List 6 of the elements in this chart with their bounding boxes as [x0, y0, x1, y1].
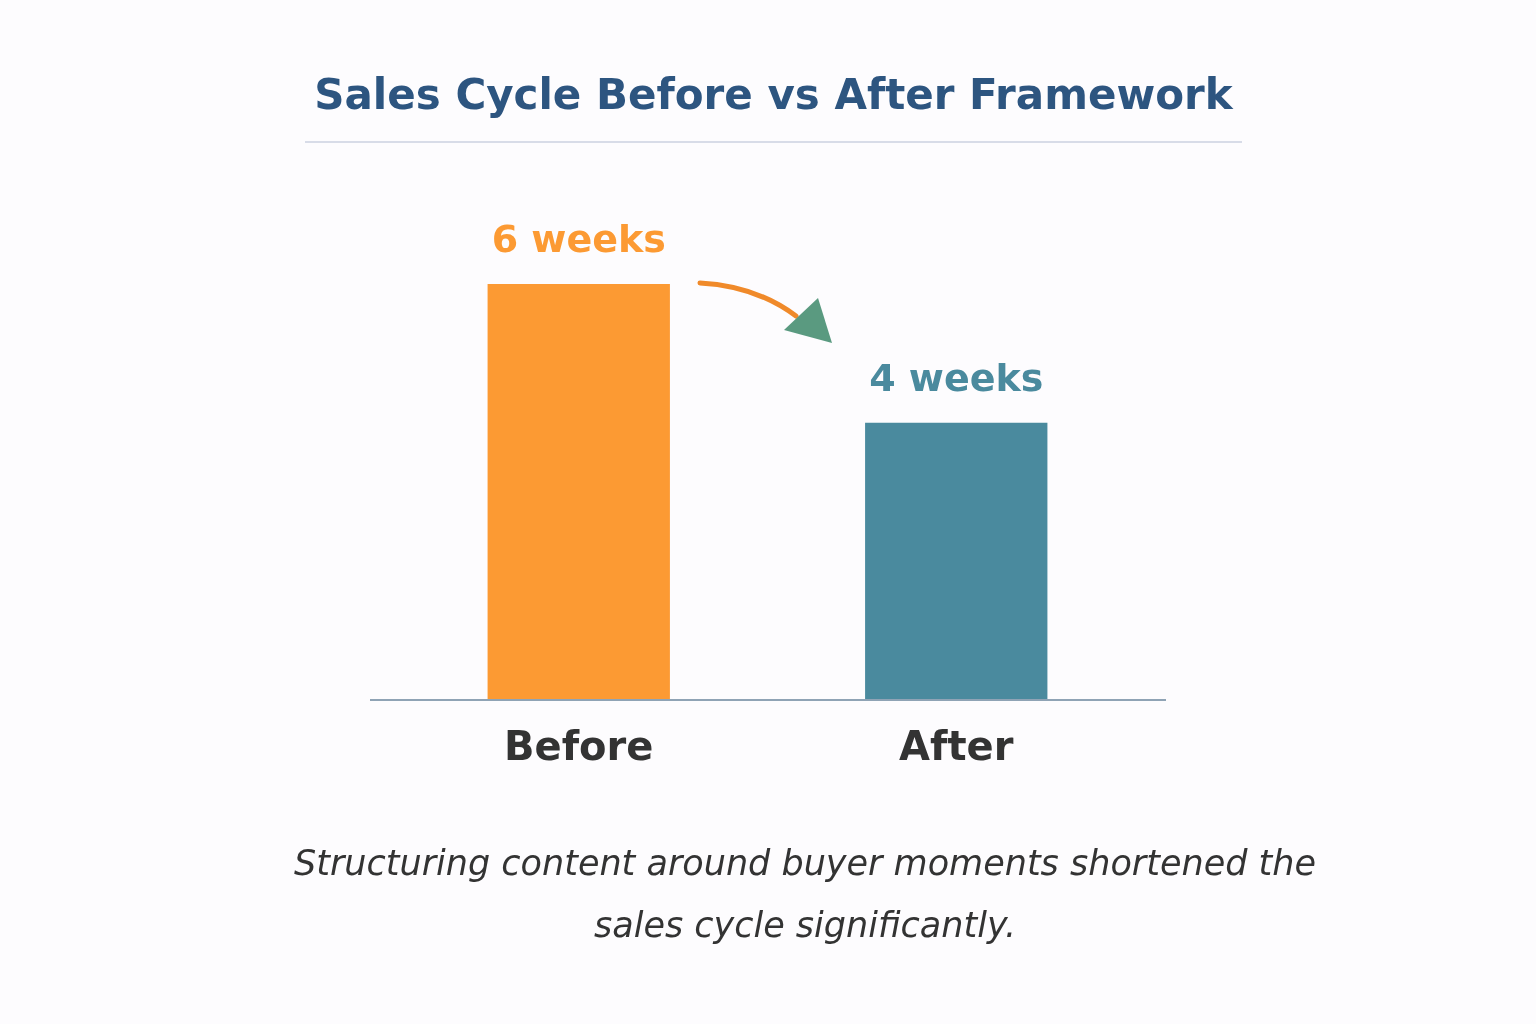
data-label: 6 weeks	[491, 216, 666, 261]
x-tick-label: Before	[504, 723, 654, 770]
chart-title: Sales Cycle Before vs After Framework	[313, 70, 1234, 119]
text: Structuring content around buyer moments shortened the sales cycle significantly.	[293, 842, 1317, 947]
x-tick-label: After	[899, 723, 1014, 770]
data-label: 4 weeks	[869, 355, 1044, 400]
